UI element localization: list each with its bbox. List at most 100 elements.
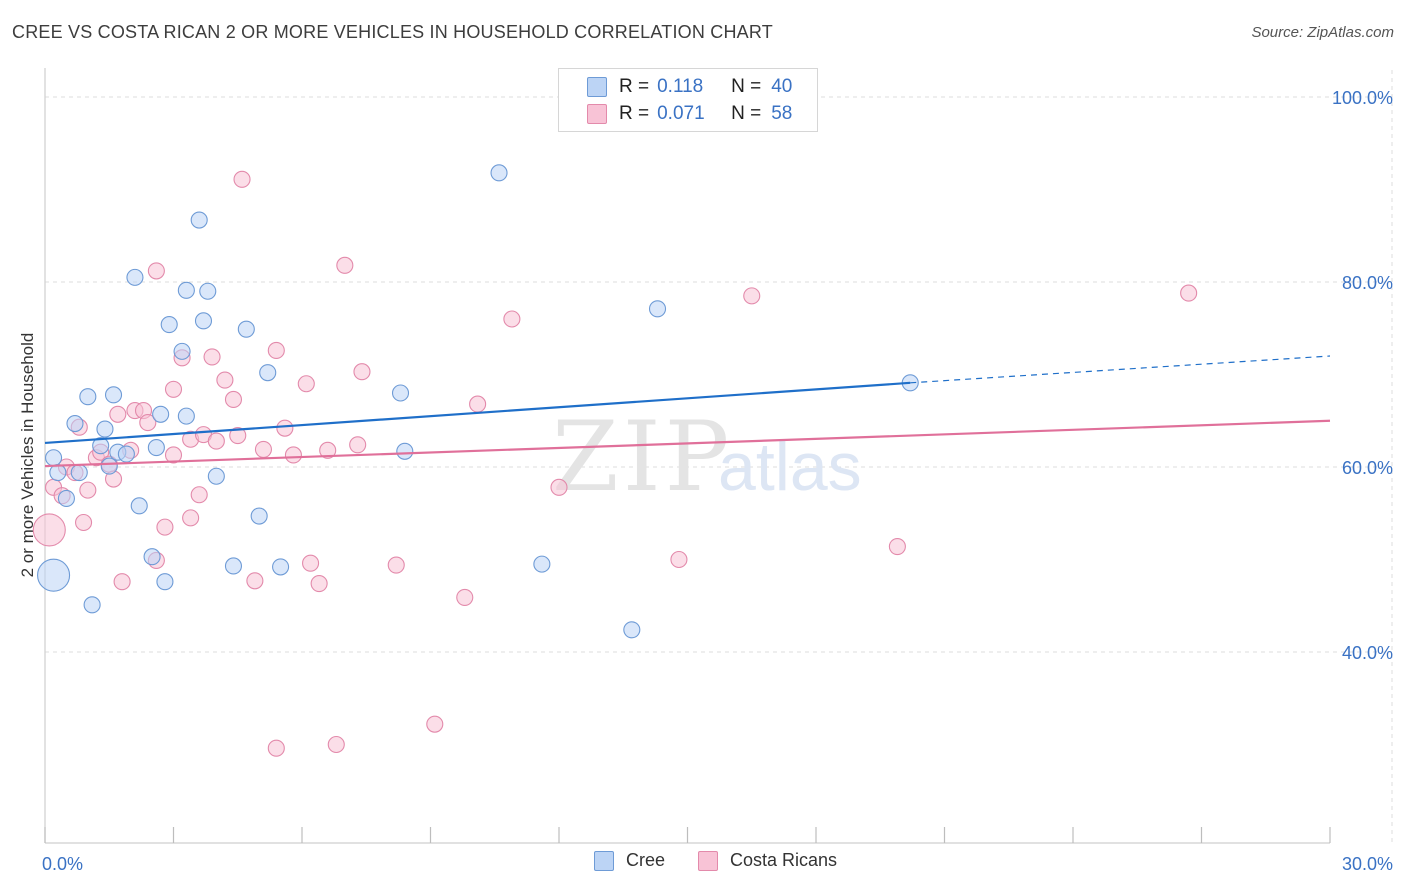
y-tick-label: 40.0%	[1342, 643, 1393, 663]
costa-ricans-point	[224, 390, 243, 409]
costa-ricans-point	[456, 588, 474, 606]
costa-ricans-point	[75, 513, 93, 532]
cree-point	[147, 439, 165, 457]
costa-ricans-point	[336, 256, 354, 274]
costa-ricans-point	[349, 436, 367, 454]
source-credit: Source: ZipAtlas.com	[1251, 24, 1394, 41]
cree-legend-swatch	[594, 850, 614, 871]
costa-ricans-point	[310, 574, 328, 593]
cree-point	[152, 405, 170, 423]
costa-ricans-point	[743, 287, 761, 305]
cree-point	[143, 548, 161, 566]
chart-title: CREE VS COSTA RICAN 2 OR MORE VEHICLES I…	[12, 22, 773, 42]
legend-n-value: 40	[771, 76, 793, 97]
costa-ricans-point	[229, 426, 247, 445]
cree-point	[173, 342, 191, 360]
trend-lines	[44, 355, 1331, 468]
costa-ricans-point	[203, 348, 221, 366]
bottom-legend-costa-ricans: Costa Ricans	[698, 850, 837, 871]
cree-swatch	[587, 77, 607, 97]
costa-ricans-point	[109, 405, 127, 423]
cree-point	[199, 282, 217, 300]
costa-ricans-point	[670, 550, 688, 569]
costa-ricans-swatch	[587, 104, 607, 124]
y-tick-label: 100.0%	[1332, 88, 1393, 108]
legend-r-value: 0.071	[657, 103, 705, 124]
axes	[44, 68, 1331, 844]
cree-point	[177, 281, 195, 299]
costa-ricans-point	[469, 395, 487, 413]
cree-legend-label: Cree	[626, 850, 666, 870]
cree-point	[66, 414, 84, 433]
costa-ricans-point	[297, 375, 315, 393]
costa-ricans-point	[113, 573, 131, 591]
costa-ricans-point	[147, 262, 165, 280]
costa-ricans-point	[1180, 284, 1198, 302]
cree-trend-line	[44, 381, 911, 445]
legend-r-label: R =	[619, 76, 650, 97]
tick-labels: 100.0% 80.0% 60.0% 40.0% 0.0% 30.0%	[42, 88, 1393, 874]
cree-point	[117, 445, 135, 463]
cree-point	[45, 449, 63, 467]
costa-ricans-point	[276, 419, 294, 437]
legend-row-costa-ricans: R = 0.071 N = 58	[587, 102, 792, 126]
cree-point	[49, 463, 67, 482]
legend-n-value: 58	[771, 103, 793, 124]
cree-point	[272, 558, 290, 576]
cree-point	[130, 497, 148, 515]
costa-ricans-point	[233, 170, 251, 188]
cree-point	[490, 164, 508, 182]
costa-ricans-legend-label: Costa Ricans	[730, 850, 838, 870]
cree-point	[533, 555, 551, 573]
legend-n-label: N =	[731, 76, 762, 97]
cree-point	[92, 437, 110, 455]
cree-point	[648, 300, 667, 318]
cree-point	[623, 621, 641, 639]
cree-point	[250, 507, 268, 525]
costa-ricans-trend-line	[44, 419, 1331, 468]
costa-ricans-point	[284, 446, 302, 464]
costa-ricans-point	[302, 554, 320, 572]
cree-point	[79, 388, 97, 406]
cree-point	[57, 489, 75, 508]
costa-ricans-point	[353, 363, 371, 381]
data-points	[32, 164, 1198, 757]
costa-ricans-point	[426, 715, 444, 733]
cree-point	[391, 384, 410, 402]
costa-ricans-point	[254, 440, 273, 458]
watermark: ZIP atlas	[552, 401, 862, 513]
y-tick-label: 60.0%	[1342, 458, 1393, 478]
costa-ricans-point	[503, 310, 521, 328]
costa-ricans-point	[79, 481, 97, 499]
cree-point	[396, 442, 414, 460]
cree-point	[100, 457, 118, 475]
costa-ricans-point	[156, 518, 174, 536]
cree-point	[70, 463, 88, 482]
costa-ricans-point	[888, 537, 906, 556]
costa-ricans-point	[319, 441, 337, 459]
costa-ricans-point	[327, 735, 345, 754]
watermark-zip: ZIP	[552, 401, 733, 513]
costa-ricans-point	[267, 341, 285, 360]
cree-point	[83, 596, 101, 614]
bottom-legend-cree: Cree	[594, 850, 665, 871]
costa-ricans-point	[182, 509, 200, 527]
legend-row-cree: R = 0.118 N = 40	[587, 75, 792, 99]
cree-point	[96, 420, 114, 438]
costa-ricans-legend-swatch	[698, 850, 718, 871]
costa-ricans-point	[267, 739, 285, 757]
costa-ricans-point	[139, 414, 157, 432]
cree-point	[224, 557, 243, 575]
cree-point	[207, 467, 225, 485]
correlation-legend: R = 0.118 N = 40 R = 0.071 N = 58	[558, 68, 818, 132]
costa-ricans-point	[387, 556, 405, 574]
cree-point	[126, 268, 144, 286]
cree-point	[177, 407, 195, 425]
legend-r-value: 0.118	[657, 76, 704, 97]
legend-n-label: N =	[731, 103, 762, 124]
costa-ricans-point	[164, 380, 183, 398]
cree-point	[259, 364, 277, 382]
legend-r-label: R =	[619, 103, 650, 124]
costa-ricans-point	[207, 432, 225, 450]
